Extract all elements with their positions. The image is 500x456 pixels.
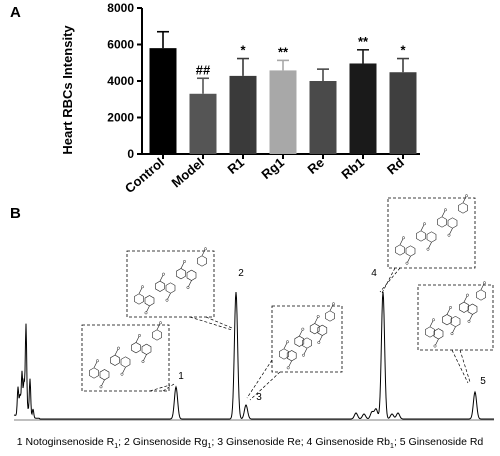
- panel-b-letter: B: [10, 205, 21, 222]
- caption-compound-name: Ginsenoside Re: [225, 436, 301, 448]
- caption-number: 2: [123, 436, 130, 448]
- structure-box: [126, 250, 215, 318]
- callout-line: [205, 316, 233, 329]
- caption-subscript: 1: [207, 443, 212, 451]
- peak-label-4: 4: [371, 268, 377, 279]
- molecule-structure-icon: [279, 302, 335, 370]
- peak-label-1: 1: [178, 371, 184, 382]
- molecule-structure-icon: [395, 194, 468, 265]
- callout-line: [459, 349, 471, 383]
- callout-line: [149, 384, 171, 392]
- callout-line: [189, 316, 233, 331]
- peak-label-3: 3: [256, 392, 262, 403]
- callout-line: [379, 267, 401, 293]
- caption-compound-name: Ginsenoside Rg: [132, 436, 208, 448]
- y-tick-label: 0: [127, 147, 134, 161]
- caption-item: 2 Ginsenoside Rg1;: [123, 436, 218, 451]
- caption-subscript: 1: [114, 443, 119, 451]
- bar-rg1: [269, 70, 297, 154]
- peak-label-5: 5: [480, 376, 486, 387]
- bar-model: [189, 93, 217, 154]
- molecule-structure-icon: [134, 247, 207, 315]
- molecule-structure-icon: [425, 281, 486, 348]
- y-tick-label: 2000: [107, 111, 134, 125]
- panel-a-letter: A: [10, 4, 21, 21]
- significance-label: *: [240, 43, 246, 58]
- chromatogram-trace: [13, 291, 494, 420]
- category-label: Model: [169, 155, 207, 191]
- chromatogram-caption: 1 Notoginsenoside R1; 2 Ginsenoside Rg1;…: [0, 436, 500, 450]
- significance-label: ##: [196, 62, 211, 77]
- structure-inset-5: [417, 281, 494, 384]
- structure-inset-2: [126, 247, 233, 331]
- y-tick-label: 8000: [107, 1, 134, 15]
- caption-compound-name: Ginsenoside Rd: [408, 436, 484, 448]
- structure-box: [81, 324, 170, 392]
- molecule-structure-icon: [89, 321, 162, 389]
- callout-line: [246, 359, 273, 399]
- y-tick-label: 4000: [107, 74, 134, 88]
- caption-compound-name: Notoginsenoside R: [25, 436, 115, 448]
- bar-rd: [389, 72, 417, 154]
- callout-line: [162, 383, 175, 392]
- bar-re: [309, 81, 337, 154]
- callout-line: [381, 267, 396, 294]
- peak-label-2: 2: [238, 268, 244, 279]
- caption-number: 4: [306, 436, 313, 448]
- caption-number: 1: [16, 436, 23, 448]
- significance-label: **: [278, 44, 289, 59]
- caption-item: 1 Notoginsenoside R1;: [16, 436, 124, 451]
- caption-compound-name: Ginsenoside Rb: [315, 436, 391, 448]
- structure-box: [271, 305, 343, 373]
- callout-line: [451, 349, 469, 384]
- caption-subscript: 1: [390, 443, 394, 451]
- structure-inset-3: [246, 302, 343, 401]
- y-axis-title: Heart RBCs Intensity: [60, 25, 75, 155]
- bar-chart: Heart RBCs Intensity 02000400060008000Co…: [60, 1, 420, 196]
- caption-number: 3: [217, 436, 224, 448]
- y-tick-label: 6000: [107, 38, 134, 52]
- structure-box: [417, 284, 494, 351]
- bar-rb1: [349, 63, 377, 155]
- bar-r1: [229, 75, 257, 154]
- caption-item: 5 Ginsenoside Rd: [400, 436, 483, 448]
- structure-insets: [81, 194, 494, 401]
- structure-inset-4: [379, 194, 476, 294]
- bar-control: [149, 48, 177, 154]
- caption-item: 4 Ginsenoside Rb1;: [306, 436, 400, 451]
- callout-line: [249, 371, 281, 401]
- caption-number: 5: [399, 436, 406, 448]
- structure-inset-1: [81, 321, 175, 392]
- significance-label: **: [358, 34, 369, 49]
- caption-item: 3 Ginsenoside Re;: [217, 436, 307, 448]
- significance-label: *: [400, 43, 406, 58]
- structure-box: [387, 197, 476, 269]
- chromatogram: 1 2 3 4 5: [13, 268, 494, 421]
